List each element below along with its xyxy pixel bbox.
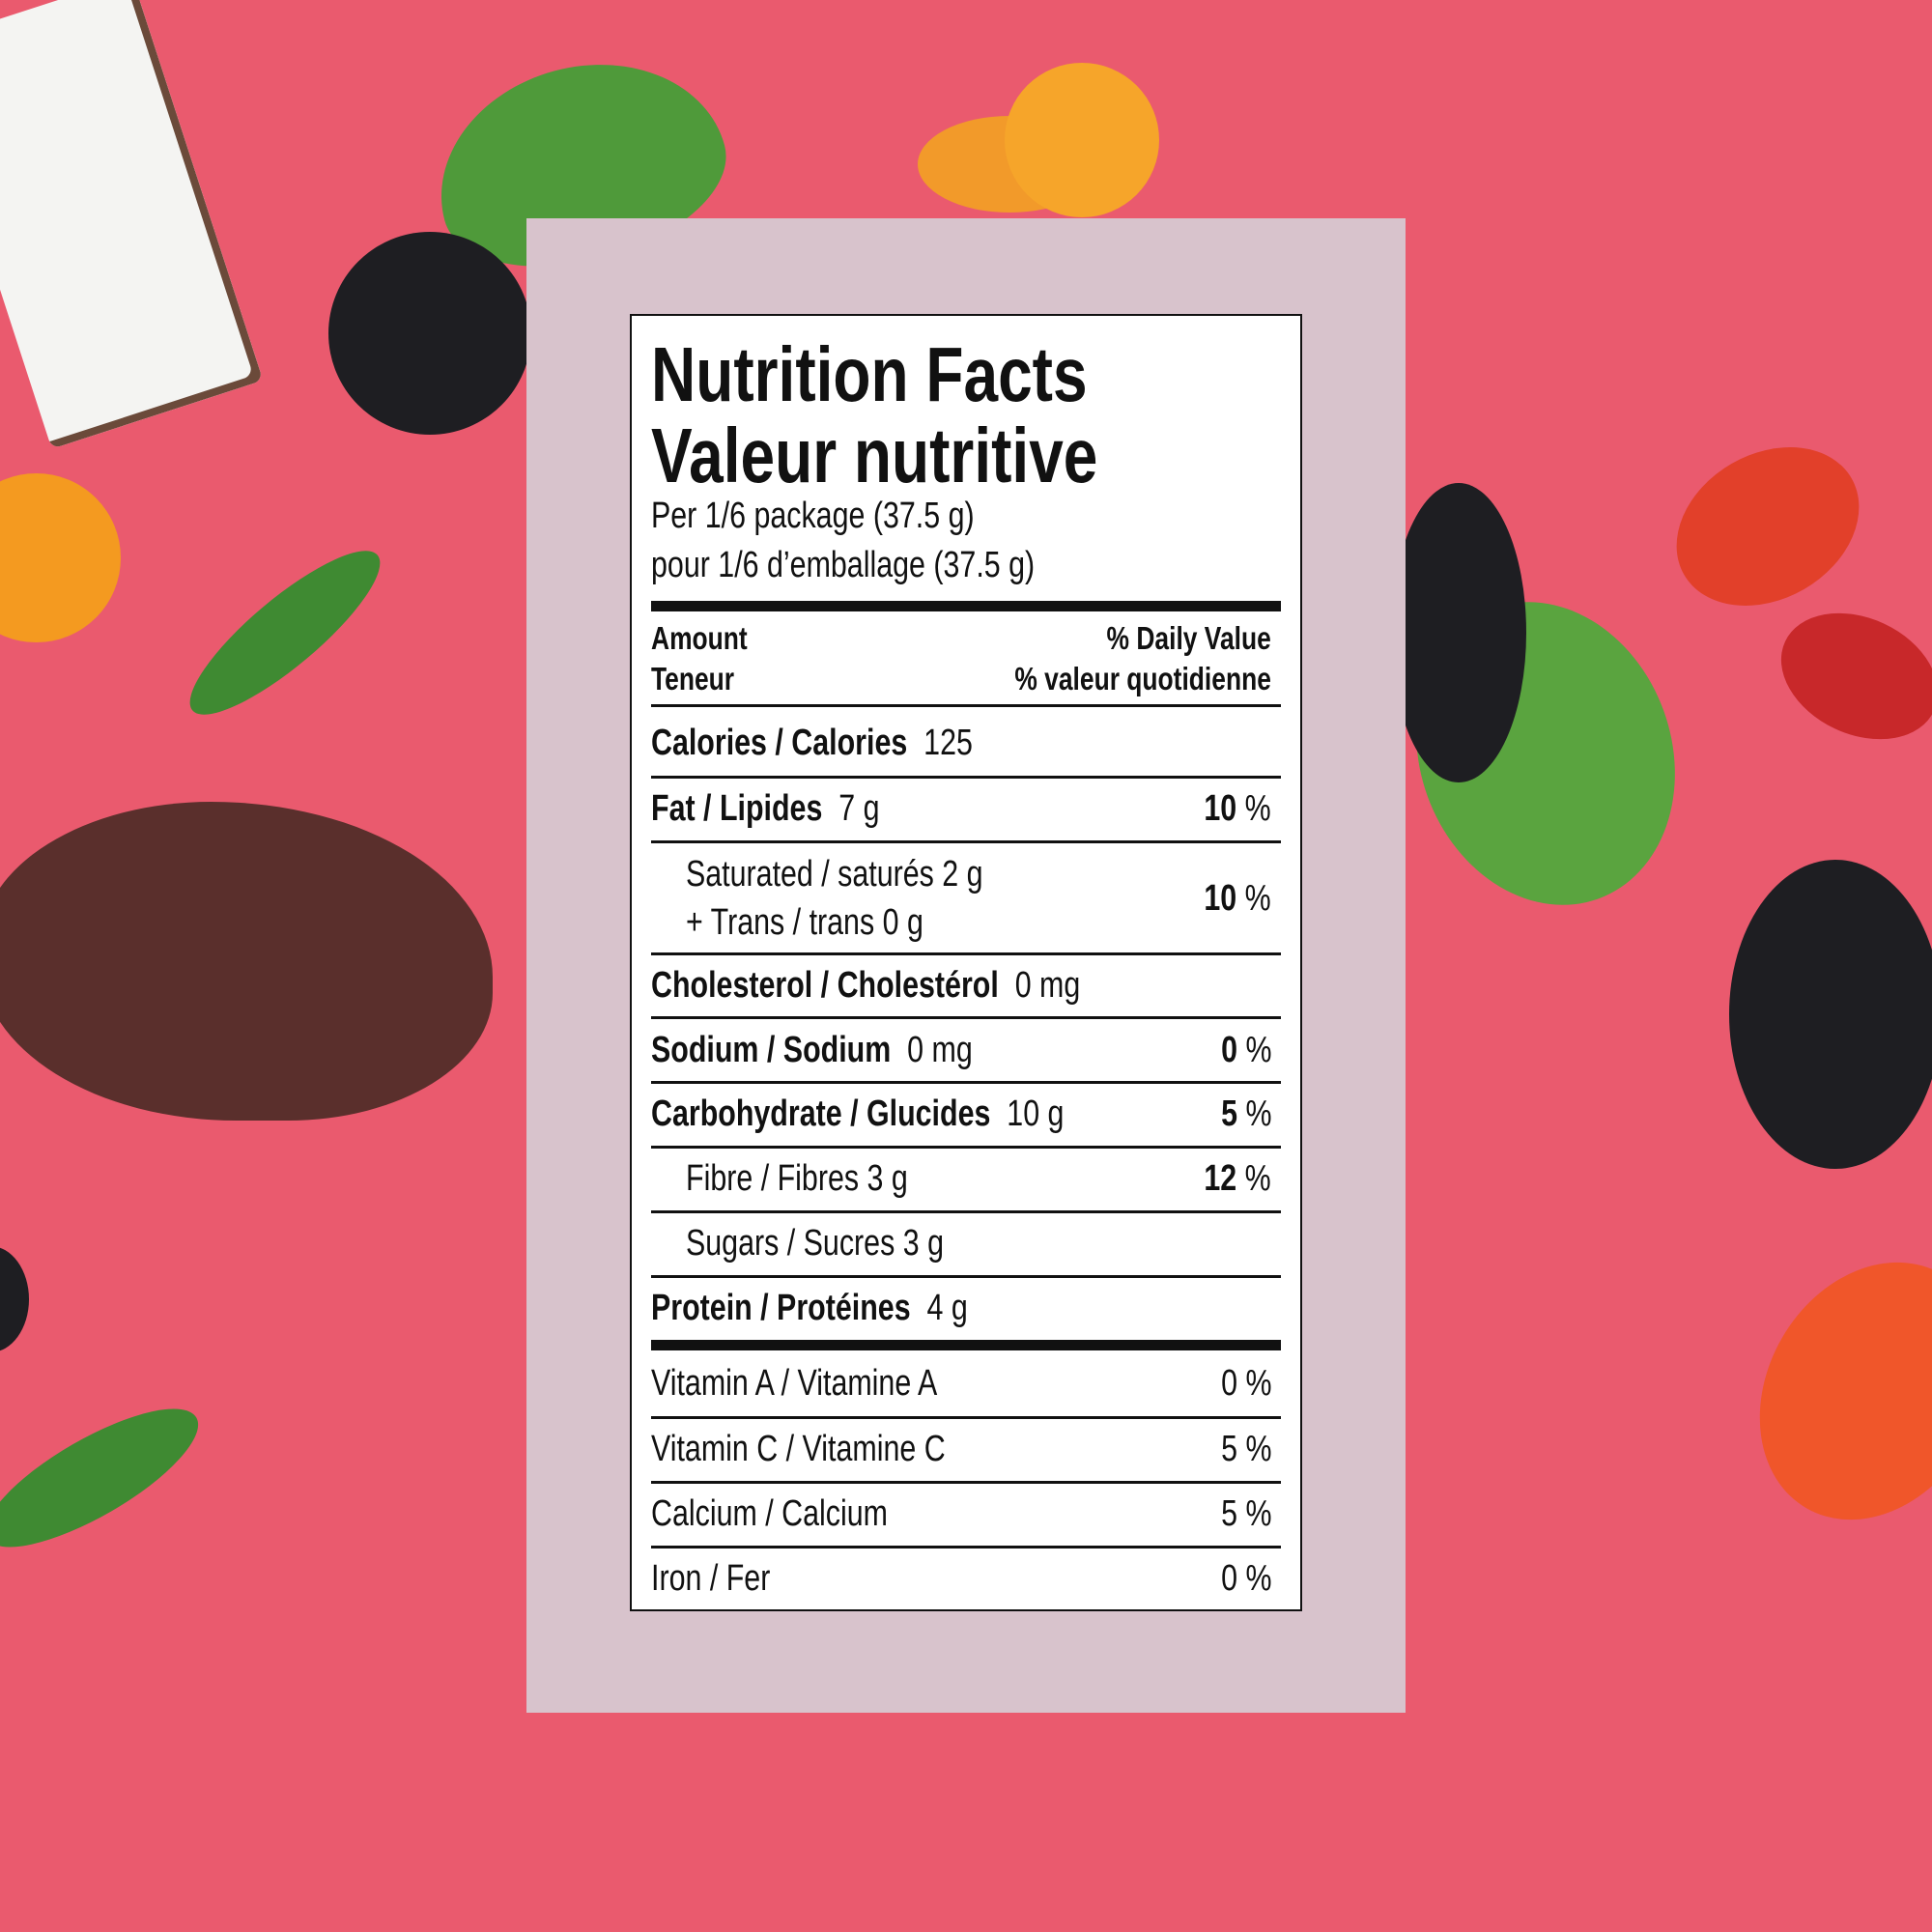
protein-row: Protein / Protéines 4 g	[651, 1287, 968, 1328]
thick-divider	[651, 601, 1281, 611]
cocoa-nibs-image	[0, 802, 493, 1121]
saturated-trans-row: Saturated / saturés 2 g + Trans / trans …	[686, 854, 1271, 943]
serving-size-en: Per 1/6 package (37.5 g)	[651, 496, 975, 536]
divider	[651, 840, 1281, 843]
mulberry-image	[1391, 483, 1526, 782]
coconut-piece	[0, 0, 264, 449]
nutrition-facts-table: Nutrition Facts Valeur nutritive Per 1/6…	[630, 314, 1302, 1611]
title-en: Nutrition Facts	[651, 331, 1088, 417]
mulberry-image	[0, 1246, 29, 1352]
divider	[651, 704, 1281, 707]
goji-berry-image	[1714, 1220, 1932, 1562]
leaf-image	[0, 1383, 216, 1573]
divider	[651, 1481, 1281, 1484]
divider	[651, 1081, 1281, 1084]
header-row-en: Amount% Daily Value	[651, 620, 1271, 656]
mulberry-image	[1729, 860, 1932, 1169]
divider	[651, 952, 1281, 955]
sodium-row: Sodium / Sodium 0 mg 0 %	[651, 1029, 1271, 1070]
title-fr: Valeur nutritive	[651, 412, 1098, 498]
divider	[651, 1210, 1281, 1213]
calcium-row: Calcium / Calcium 5 %	[651, 1492, 1271, 1534]
divider	[651, 1275, 1281, 1278]
leaf-image	[170, 528, 400, 737]
mulberry-image	[328, 232, 531, 435]
divider	[651, 1146, 1281, 1149]
sugars-row: Sugars / Sucres 3 g	[686, 1222, 944, 1264]
header-row-fr: Teneur% valeur quotidienne	[651, 661, 1271, 696]
physalis-image	[0, 473, 121, 642]
fibre-row: Fibre / Fibres 3 g 12 %	[686, 1157, 1271, 1199]
fat-row: Fat / Lipides 7 g 10 %	[651, 787, 1271, 829]
goji-berry-image	[1647, 415, 1889, 638]
physalis-image	[1005, 63, 1159, 217]
serving-size-fr: pour 1/6 d’emballage (37.5 g)	[651, 545, 1036, 585]
cholesterol-row: Cholesterol / Cholestérol 0 mg	[651, 964, 1081, 1006]
divider	[651, 1016, 1281, 1019]
goji-berry-image	[1760, 588, 1932, 764]
calories-row: Calories / Calories 125	[651, 722, 973, 763]
divider	[651, 1416, 1281, 1419]
divider	[651, 1546, 1281, 1548]
thick-divider	[651, 1340, 1281, 1350]
divider	[651, 776, 1281, 779]
carbohydrate-row: Carbohydrate / Glucides 10 g 5 %	[651, 1093, 1271, 1134]
iron-row: Iron / Fer 0 %	[651, 1557, 1271, 1599]
